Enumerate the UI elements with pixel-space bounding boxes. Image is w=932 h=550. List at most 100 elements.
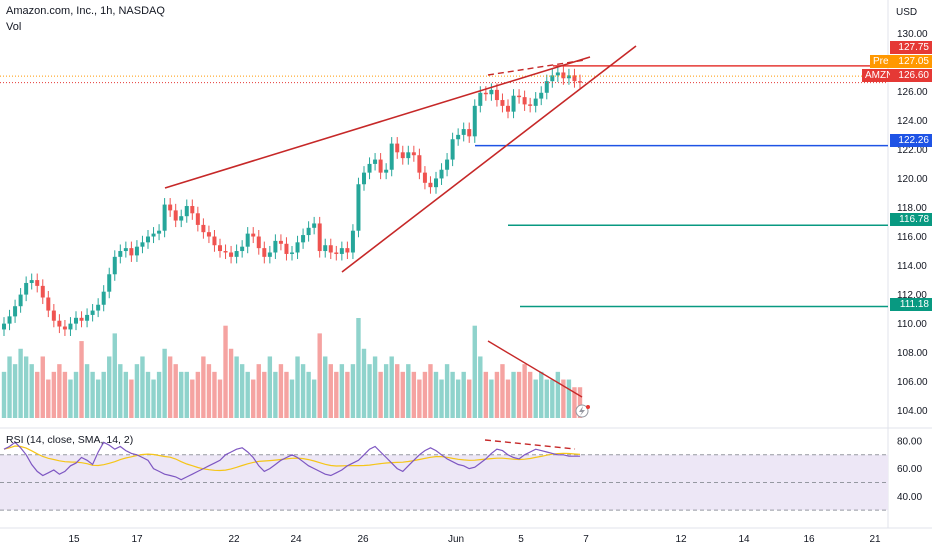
volume-bar: [406, 364, 411, 418]
candle-body: [378, 159, 383, 173]
volume-bar: [23, 356, 29, 418]
volume-bar: [383, 364, 389, 418]
volume-bar: [223, 325, 228, 418]
time-tick-label: 22: [228, 534, 240, 545]
volume-bar: [90, 371, 95, 418]
candle-body: [511, 95, 516, 112]
candle-body: [195, 213, 200, 225]
candle-body: [566, 75, 571, 79]
candle-body: [234, 251, 239, 257]
volume-bar: [300, 364, 306, 418]
time-tick-label: 5: [518, 534, 524, 545]
candle-body: [295, 242, 300, 253]
currency-label: USD: [896, 7, 918, 18]
candle-body: [62, 326, 67, 330]
lightning-glyph: [579, 406, 585, 416]
volume-bar: [411, 371, 417, 418]
time-tick-label: 17: [131, 534, 143, 545]
volume-bar: [167, 356, 173, 418]
wedge-lower-trendline: [341, 45, 637, 273]
candle-body: [411, 152, 416, 156]
candle-body: [572, 75, 577, 82]
volume-bar: [68, 379, 73, 418]
candle-body: [223, 251, 228, 253]
divergence-dashed-line: [487, 59, 586, 76]
volume-bar: [489, 379, 494, 418]
volume-bar: [284, 371, 289, 418]
candle-body: [544, 81, 549, 93]
candle-body: [40, 285, 45, 298]
volume-bar: [40, 356, 45, 418]
candle-body: [434, 178, 438, 188]
premarket-price-badge: 127.05: [890, 55, 932, 68]
volume-bar: [57, 364, 62, 418]
volume-bar: [239, 364, 245, 418]
volume-label: Vol: [6, 21, 22, 33]
candle-body: [24, 282, 29, 295]
candle-body: [539, 92, 544, 99]
volume-bar: [511, 371, 516, 418]
volume-bar: [251, 379, 256, 418]
candle-body: [7, 316, 12, 324]
candle-body: [29, 280, 34, 283]
volume-bar: [444, 364, 450, 418]
candle-body: [74, 317, 78, 324]
price-tick-label: 126.00: [897, 87, 928, 98]
volume-bar: [73, 371, 79, 418]
price-tick-label: 110.00: [897, 319, 927, 330]
time-tick-label: Jun: [448, 534, 464, 545]
volume-bar: [190, 379, 195, 418]
volume-bar: [311, 379, 317, 418]
volume-bar: [356, 318, 361, 418]
volume-bar: [145, 371, 151, 418]
volume-bar: [345, 371, 350, 418]
candle-body: [85, 314, 90, 321]
volume-bar: [118, 364, 123, 418]
volume-bar: [350, 364, 356, 418]
candle-body: [450, 139, 455, 160]
volume-bar: [245, 371, 250, 418]
candle-body: [428, 182, 433, 188]
volume-bar: [367, 364, 372, 418]
candle-body: [290, 252, 294, 254]
candle-body: [51, 310, 56, 321]
volume-bar: [455, 379, 461, 418]
candle-body: [328, 245, 333, 253]
volume-bar: [156, 371, 162, 418]
volume-bar: [483, 371, 489, 418]
volume-bar: [334, 371, 339, 418]
candle-body: [494, 89, 499, 101]
volume-bar: [212, 371, 217, 418]
candle-body: [273, 240, 278, 253]
candle-body: [489, 89, 494, 95]
volume-bar: [555, 371, 561, 418]
volume-bar: [306, 371, 311, 418]
candle-body: [162, 204, 167, 231]
volume-bar: [494, 371, 500, 418]
volume-bar: [162, 348, 167, 418]
candle-body: [140, 242, 145, 247]
time-tick-label: 15: [68, 534, 80, 545]
candle-body: [555, 72, 560, 76]
price-tick-label: 122.00: [897, 145, 928, 156]
candle-body: [79, 317, 84, 321]
candle-body: [483, 92, 488, 95]
time-tick-label: 16: [803, 534, 815, 545]
volume-bar: [262, 371, 267, 418]
volume-bar: [51, 371, 57, 418]
candle-body: [245, 233, 250, 247]
rsi-tick-label: 80.00: [897, 436, 922, 447]
price-tick-label: 108.00: [897, 348, 928, 359]
time-tick-label: 12: [675, 534, 687, 545]
candle-body: [284, 243, 289, 254]
candle-body: [356, 184, 361, 231]
price-tick-label: 120.00: [897, 174, 928, 185]
level-badge-blue: 122.26: [890, 134, 932, 147]
candle-body: [278, 240, 283, 244]
candle-body: [367, 163, 372, 173]
volume-bar: [572, 387, 577, 418]
volume-bar: [378, 371, 383, 418]
volume-bar: [361, 348, 367, 418]
